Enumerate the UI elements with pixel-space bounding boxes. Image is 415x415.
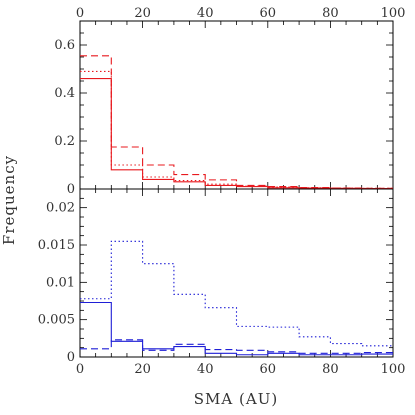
top-x-tick-label: 60 (260, 6, 277, 21)
histogram-dotted-series (80, 240, 393, 347)
y-tick-label: 0.2 (54, 134, 75, 149)
plot-frame (79, 188, 394, 358)
y-tick-label: 0.005 (38, 313, 75, 328)
y-axis-title: Frequency (0, 155, 18, 245)
top-panel: 0 20 40 60 80 100 0 0.2 0.4 0.6 (54, 6, 405, 197)
top-x-tick-label: 0 (76, 6, 84, 21)
y-tick-label: 0.02 (46, 201, 75, 216)
plot-frame (79, 20, 394, 190)
histogram-dotted-series (80, 70, 393, 189)
y-tick-label: 0.01 (46, 275, 75, 290)
x-tick-label: 20 (134, 362, 151, 377)
histogram-solid-series (80, 301, 393, 356)
y-tick-label: 0 (67, 182, 75, 197)
bottom-panel: 0 20 40 60 80 100 0 0.005 0.01 0.015 0.02 (38, 188, 406, 377)
x-tick-label: 0 (76, 362, 84, 377)
top-x-tick-label: 40 (197, 6, 214, 21)
x-tick-label: 80 (322, 362, 339, 377)
top-x-tick-label: 80 (322, 6, 339, 21)
y-tick-label: 0.015 (38, 238, 75, 253)
x-tick-label: 60 (260, 362, 277, 377)
x-tick-label: 40 (197, 362, 214, 377)
x-axis-title: SMA (AU) (194, 390, 278, 408)
y-tick-label: 0.6 (54, 38, 75, 53)
top-x-tick-label: 20 (134, 6, 151, 21)
y-tick-label: 0 (67, 350, 75, 365)
y-tick-label: 0.4 (54, 86, 75, 101)
x-tick-label: 100 (381, 362, 406, 377)
histogram-dashed-series (80, 339, 393, 354)
top-x-tick-label: 100 (381, 6, 406, 21)
histogram-dashed-series (80, 55, 393, 189)
histogram-solid-series (80, 78, 393, 190)
